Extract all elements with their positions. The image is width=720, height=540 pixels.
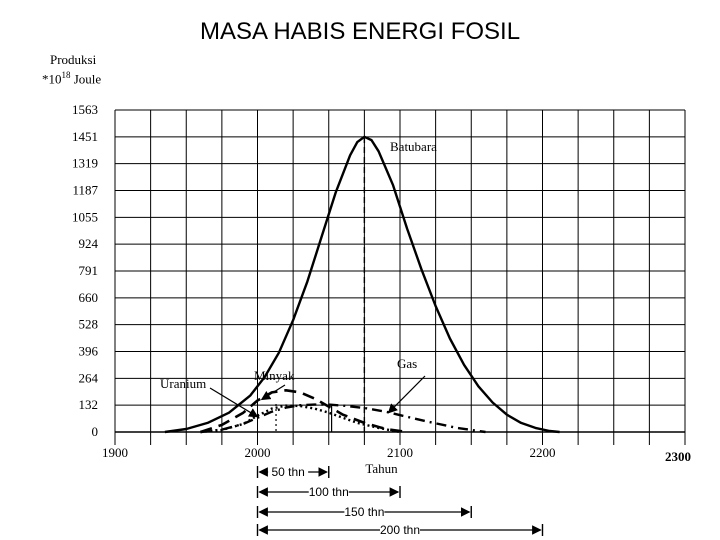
y-tick-label: 660 bbox=[79, 290, 99, 305]
x-tick-label-extra: 2300 bbox=[665, 449, 691, 464]
span-label-bg bbox=[308, 483, 349, 497]
y-tick-label: 924 bbox=[79, 236, 99, 251]
y-tick-label: 1563 bbox=[72, 102, 98, 117]
span-label: 100 thn bbox=[309, 485, 349, 499]
y-tick-label: 1187 bbox=[72, 183, 98, 198]
x-tick-label: 2200 bbox=[530, 445, 556, 460]
span-label: 50 thn bbox=[271, 465, 304, 479]
y-tick-label: 1451 bbox=[72, 129, 98, 144]
annotation-arrow bbox=[209, 387, 259, 418]
x-tick-label: 2000 bbox=[245, 445, 271, 460]
year-spans: 50 thn 100 thn 150 thn 200 thn bbox=[256, 463, 544, 537]
x-axis-label: Tahun bbox=[365, 461, 398, 476]
series-label-uranium: Uranium bbox=[160, 376, 206, 391]
y-axis-ticks: 0 132 264 396 528 660 791 924 1055 1187 1319 1451 15… bbox=[72, 102, 99, 439]
annotations: Batubara Minyak Gas Uranium bbox=[160, 139, 437, 418]
peak-lines bbox=[275, 137, 366, 432]
span-label-bg bbox=[380, 521, 420, 535]
y-tick-label: 132 bbox=[79, 397, 99, 412]
y-tick-label: 1055 bbox=[72, 209, 98, 224]
y-tick-label: 528 bbox=[79, 317, 99, 332]
series-label-gas: Gas bbox=[397, 356, 417, 371]
series-line-minyak bbox=[200, 388, 408, 434]
series-label-batubara: Batubara bbox=[390, 139, 437, 154]
y-tick-label: 264 bbox=[79, 370, 99, 385]
span-label: 150 thn bbox=[344, 505, 384, 519]
x-tick-label: 1900 bbox=[102, 445, 128, 460]
y-axis-label-exponent: 18 bbox=[61, 70, 71, 80]
annotation-arrow bbox=[387, 375, 426, 414]
series-label-minyak: Minyak bbox=[254, 368, 295, 383]
y-tick-label: 791 bbox=[79, 263, 99, 278]
x-tick-label: 2100 bbox=[387, 445, 413, 460]
y-axis-label-line2: *1018 Joule bbox=[42, 70, 101, 87]
y-tick-label: 0 bbox=[92, 424, 99, 439]
grid-lines bbox=[114, 109, 686, 445]
span-label: 200 thn bbox=[380, 523, 420, 537]
span-label-bg bbox=[268, 463, 309, 477]
y-axis-label-prefix: *10 bbox=[42, 71, 62, 87]
y-tick-label: 396 bbox=[79, 344, 99, 359]
y-axis-label-suffix: Joule bbox=[70, 71, 102, 87]
series-line-uranium bbox=[200, 404, 401, 434]
chart-title: MASA HABIS ENERGI FOSIL bbox=[199, 18, 521, 45]
series-lines bbox=[164, 135, 560, 434]
span-label-bg bbox=[344, 503, 385, 517]
series-line-batubara bbox=[164, 135, 560, 434]
x-axis-ticks: 1900 2000 2100 2200 2300 Tahun bbox=[102, 445, 691, 476]
annotation-arrow bbox=[260, 384, 286, 401]
y-tick-label: 1319 bbox=[72, 156, 98, 171]
y-axis-label-line1: Produksi bbox=[50, 52, 97, 67]
